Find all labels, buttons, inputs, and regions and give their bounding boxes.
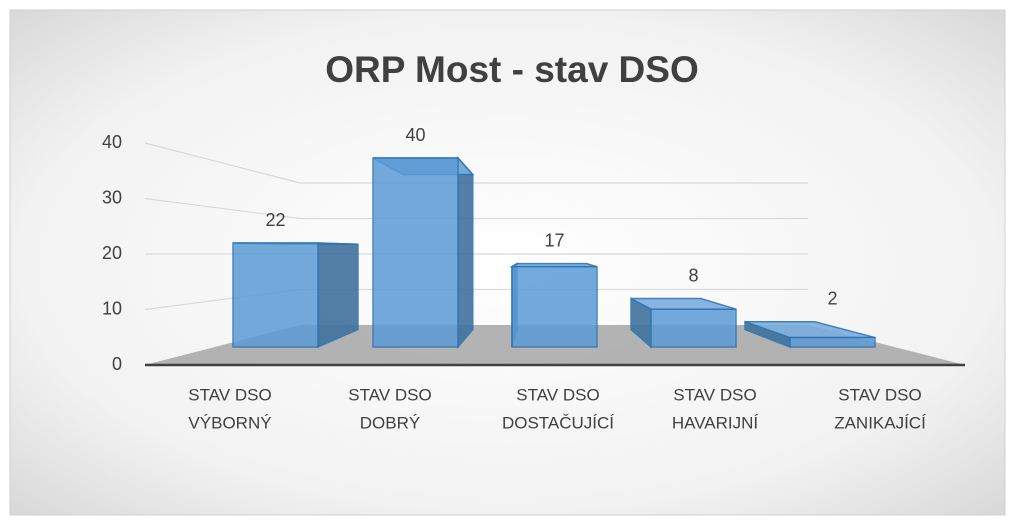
bar [744,320,876,349]
bar-front [232,242,319,348]
bar [232,242,359,349]
x-tick-label: STAV DSO [673,385,756,404]
y-tick-label: 10 [102,298,122,318]
x-tick-label: DOBRÝ [360,413,420,432]
bar-front [650,308,737,348]
grid-line [144,142,808,184]
value-label: 22 [265,210,285,230]
chart-title: ORP Most - stav DSO [325,49,699,90]
value-label: 8 [688,265,698,285]
x-tick-label: DOSTAČUJÍCÍ [502,413,614,432]
x-tick-label: HAVARIJNÍ [672,413,759,432]
y-tick-label: 30 [102,187,122,207]
grid-line [144,197,808,220]
x-tick-label: STAV DSO [516,385,599,404]
bar [509,262,598,348]
bar-front [511,265,598,348]
bar-side [317,242,359,349]
x-tick-label: VÝBORNÝ [188,413,271,432]
value-label: 40 [405,125,425,145]
x-tick-label: STAV DSO [838,385,921,404]
x-tick-label: STAV DSO [188,385,271,404]
value-label: 2 [827,289,837,309]
bar [372,156,475,350]
y-tick-label: 20 [102,243,122,263]
chart-area [9,9,1006,516]
x-tick-label: ZANIKAJÍCÍ [834,413,926,432]
bar-front [789,336,876,348]
bar [630,297,737,349]
value-label: 17 [544,230,564,250]
bar-side [457,156,474,350]
y-tick-label: 40 [102,132,122,152]
y-tick-label: 0 [112,354,122,374]
bar-front [372,157,459,348]
x-tick-label: STAV DSO [348,385,431,404]
